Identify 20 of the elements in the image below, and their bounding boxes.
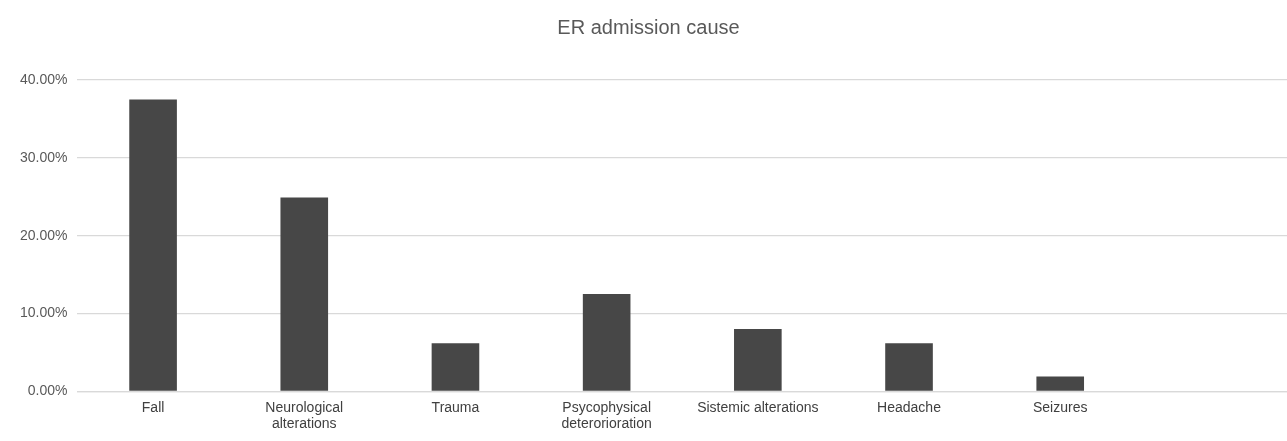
x-tick-label: Trauma xyxy=(431,398,480,415)
bar xyxy=(280,197,329,391)
bar xyxy=(582,294,631,391)
x-tick-label: Sistemic alterations xyxy=(697,398,819,415)
x-tick-label: Seizures xyxy=(1032,398,1088,415)
y-tick-label: 30.00% xyxy=(20,148,68,165)
y-tick-label: 20.00% xyxy=(20,226,68,243)
y-tick-label: 40.00% xyxy=(20,70,68,87)
x-tick-label: Psycophysical deterorioration xyxy=(561,398,652,432)
bar xyxy=(431,343,480,391)
bar xyxy=(885,343,933,391)
chart-title: ER admission cause xyxy=(557,15,740,38)
x-tick-label: Headache xyxy=(877,398,942,415)
y-tick-label: 0.00% xyxy=(27,382,68,399)
bar xyxy=(129,99,177,391)
x-tick-label: Fall xyxy=(141,398,165,415)
x-tick-label: Neurological alterations xyxy=(265,398,344,432)
bar xyxy=(734,329,782,391)
y-tick-label: 10.00% xyxy=(20,304,68,321)
bar xyxy=(1036,376,1085,391)
